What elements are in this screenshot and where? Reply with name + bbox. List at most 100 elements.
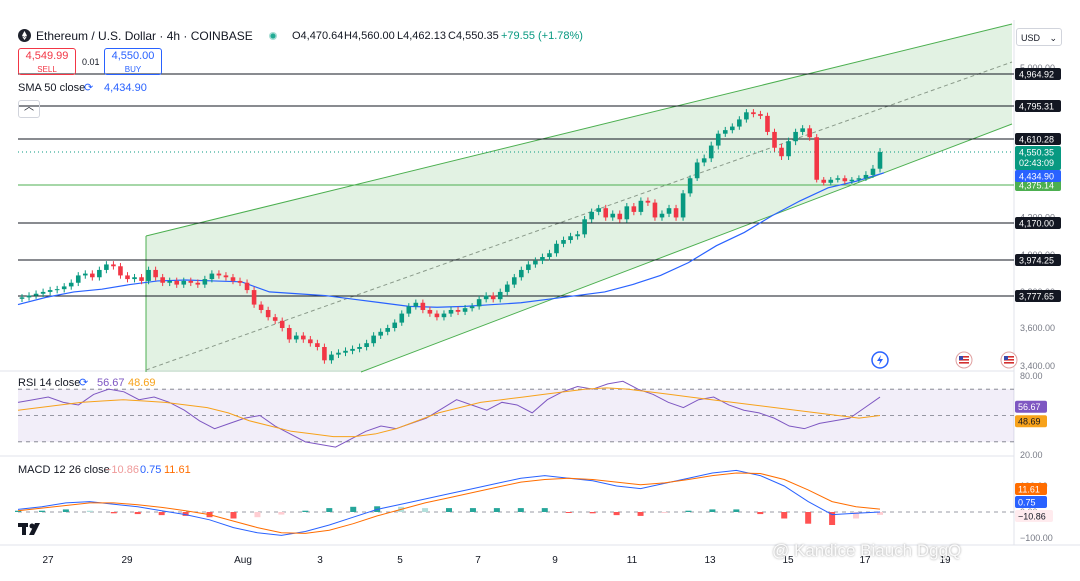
candle-body-28	[216, 273, 222, 276]
ohlc-high: H4,560.00	[344, 30, 395, 42]
candle-body-92	[666, 208, 672, 214]
sell-price: 4,549.99	[25, 50, 69, 62]
candle-body-20	[160, 277, 165, 283]
candle-body-74	[540, 257, 545, 261]
candle-body-79	[575, 234, 580, 237]
macd-hist-bar-14	[350, 506, 357, 512]
flash-event-icon[interactable]	[871, 351, 889, 372]
candle-body-45	[336, 352, 341, 355]
level-tag-label-3: 4,375.14	[1019, 181, 1054, 191]
symbol-title[interactable]: Ethereum / U.S. Dollar · 4h · COINBASE	[36, 29, 253, 43]
time-tick-label: 13	[704, 555, 716, 566]
channel-lower-line	[360, 123, 1013, 373]
candle-body-29	[223, 275, 229, 278]
macd-hist-bar-7	[182, 512, 189, 516]
rsi-ma-tag-label: 48.69	[1018, 417, 1041, 427]
macd-hist-bar-26	[637, 512, 644, 516]
candle-body-34	[258, 304, 264, 310]
macd-hist-bar-24	[589, 512, 596, 514]
candle-body-101	[730, 126, 735, 131]
level-tag-bg-1	[1015, 100, 1061, 112]
candle-body-63	[462, 308, 468, 312]
collapse-legend-button[interactable]: ︿	[18, 100, 40, 118]
macd-hist-bar-1	[38, 510, 45, 512]
buy-button[interactable]: 4,550.00 BUY	[104, 48, 162, 75]
candle-body-32	[244, 282, 250, 291]
candle-body-11	[97, 269, 102, 278]
us-flag-event-icon-2[interactable]	[1000, 351, 1018, 372]
candle-body-115	[828, 179, 834, 183]
channel-fill	[146, 24, 1012, 372]
rsi-tick-label: 80.00	[1020, 371, 1043, 381]
candle-body-91	[659, 213, 665, 218]
candle-body-80	[582, 219, 587, 235]
rsi-legend-label[interactable]: RSI 14 close	[18, 377, 81, 389]
candle-body-116	[835, 178, 841, 180]
time-axis: 27 29 Aug 3 5 7 9 11 13 15 17 19	[42, 555, 951, 566]
candle-body-99	[715, 133, 721, 146]
macd-hist-bar-12	[302, 510, 309, 512]
macd-legend-label[interactable]: MACD 12 26 close	[18, 464, 110, 476]
candle-body-102	[737, 119, 742, 127]
candle-body-66	[483, 295, 489, 300]
macd-hist-bar-28	[685, 510, 692, 512]
candle-body-23	[181, 280, 187, 285]
market-status-icon	[268, 31, 278, 44]
macd-hist-bar-20	[493, 508, 500, 512]
rsi-refresh-icon[interactable]: ⟳	[79, 377, 89, 389]
candle-body-61	[448, 309, 454, 314]
macd-hist-bar-19	[469, 508, 476, 512]
price-tick-label: 3,400.00	[1020, 361, 1055, 371]
sma-legend-label[interactable]: SMA 50 close	[18, 82, 86, 94]
candle-body-17	[139, 277, 144, 281]
level-tag-bg-4	[1015, 217, 1061, 229]
candle-body-16	[132, 277, 137, 280]
candle-body-85	[617, 213, 623, 220]
candle-body-38	[286, 328, 292, 340]
currency-select[interactable]: USD ⌄	[1016, 28, 1062, 46]
macd-hist-legend-value: −10.86	[105, 464, 139, 476]
candle-body-22	[174, 280, 180, 285]
macd-hist-bar-10	[254, 512, 261, 518]
candle-body-94	[680, 193, 686, 218]
time-tick-label: 5	[397, 555, 403, 566]
candle-body-2	[33, 293, 39, 296]
tradingview-logo-icon[interactable]	[18, 521, 46, 540]
time-tick-label: 9	[552, 555, 558, 566]
candle-body-49	[364, 343, 369, 347]
channel-upper-line	[145, 23, 1013, 237]
us-flag-event-icon[interactable]	[955, 351, 973, 372]
level-tag-bg-5	[1015, 254, 1061, 266]
candle-body-60	[441, 313, 447, 318]
candle-body-111	[800, 128, 805, 132]
macd-tick-label: −100.00	[1020, 533, 1053, 543]
candle-body-24	[188, 280, 194, 283]
candle-body-84	[610, 213, 616, 218]
macd-hist-bar-36	[877, 512, 883, 515]
candle-body-112	[807, 128, 812, 138]
ohlc-change: +79.55 (+1.78%)	[501, 30, 583, 42]
candle-body-73	[533, 260, 538, 265]
last-price-tag-bg	[1015, 146, 1061, 170]
candle-body-39	[293, 335, 299, 340]
candle-body-54	[399, 313, 405, 323]
candle-body-106	[765, 115, 770, 132]
candle-body-27	[209, 273, 215, 280]
candle-body-98	[708, 145, 714, 159]
sma-legend-value: 4,434.90	[104, 82, 147, 94]
candle-body-82	[596, 208, 601, 212]
macd-hist-bar-17	[422, 508, 429, 512]
level-tag-label-1: 4,795.31	[1019, 102, 1054, 112]
candle-body-31	[237, 280, 243, 283]
candle-body-47	[350, 348, 355, 351]
candle-body-48	[357, 347, 362, 349]
candle-body-10	[90, 273, 95, 278]
signal-tag-label: 11.61	[1018, 485, 1040, 495]
sell-button[interactable]: 4,549.99 SELL	[18, 48, 76, 75]
ohlc-low: L4,462.13	[397, 30, 446, 42]
refresh-icon[interactable]: ⟳	[84, 82, 94, 94]
candle-body-120	[863, 174, 869, 179]
macd-hist-bar-6	[158, 512, 165, 516]
